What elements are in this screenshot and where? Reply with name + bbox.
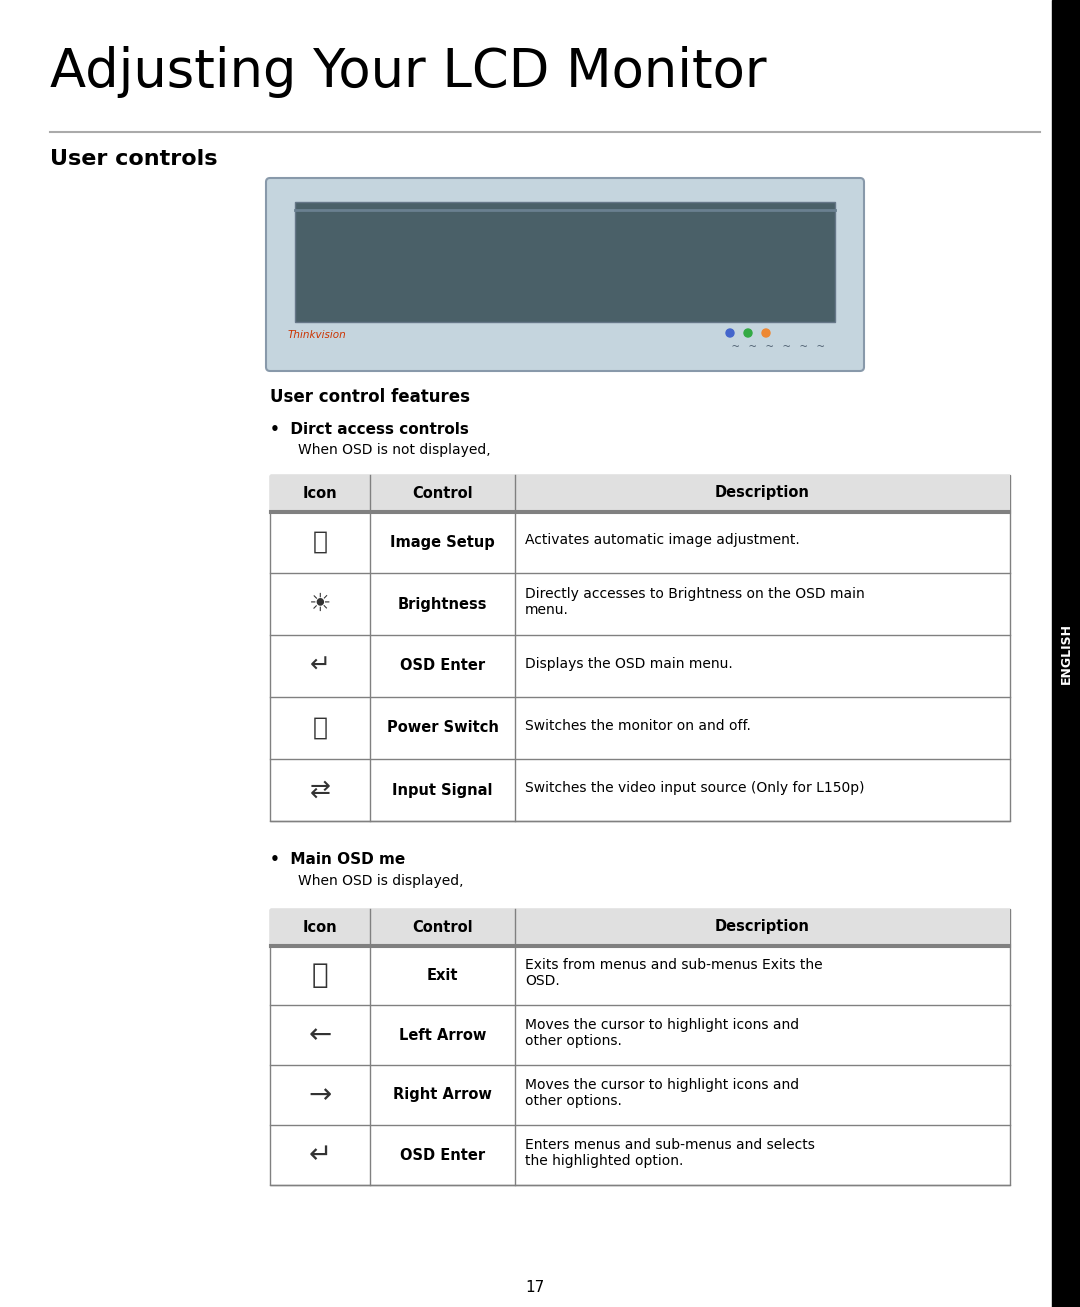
Text: Image Setup: Image Setup xyxy=(390,535,495,549)
Bar xyxy=(270,908,1010,1185)
FancyBboxPatch shape xyxy=(266,178,864,371)
Text: ⧉: ⧉ xyxy=(312,961,328,989)
Bar xyxy=(295,203,835,322)
Text: Activates automatic image adjustment.: Activates automatic image adjustment. xyxy=(525,533,800,548)
Text: ~: ~ xyxy=(748,341,756,353)
Text: ENGLISH: ENGLISH xyxy=(1059,623,1072,684)
Text: Enters menus and sub-menus and selects
the highlighted option.: Enters menus and sub-menus and selects t… xyxy=(525,1138,815,1168)
Text: OSD Enter: OSD Enter xyxy=(400,659,485,673)
Text: Adjusting Your LCD Monitor: Adjusting Your LCD Monitor xyxy=(50,46,767,98)
Text: →: → xyxy=(309,1081,332,1110)
Text: Directly accesses to Brightness on the OSD main
menu.: Directly accesses to Brightness on the O… xyxy=(525,587,865,617)
Text: Thinkvision: Thinkvision xyxy=(288,329,347,340)
Text: •  Dirct access controls: • Dirct access controls xyxy=(270,421,469,437)
Text: 🗂: 🗂 xyxy=(312,531,327,554)
Text: Brightness: Brightness xyxy=(397,596,487,612)
Text: Description: Description xyxy=(715,920,810,935)
Text: Right Arrow: Right Arrow xyxy=(393,1087,491,1103)
Bar xyxy=(270,474,1010,821)
Text: ⏻: ⏻ xyxy=(312,716,327,740)
Text: Exits from menus and sub-menus Exits the
OSD.: Exits from menus and sub-menus Exits the… xyxy=(525,958,823,988)
Text: Left Arrow: Left Arrow xyxy=(399,1027,486,1043)
Text: OSD Enter: OSD Enter xyxy=(400,1148,485,1162)
Text: Icon: Icon xyxy=(302,920,337,935)
Text: ~: ~ xyxy=(816,341,824,353)
Text: ~: ~ xyxy=(766,341,773,353)
Text: Switches the monitor on and off.: Switches the monitor on and off. xyxy=(525,719,751,733)
Text: Exit: Exit xyxy=(427,967,458,983)
Text: When OSD is not displayed,: When OSD is not displayed, xyxy=(298,443,490,457)
Text: ←: ← xyxy=(309,1021,332,1050)
Text: Moves the cursor to highlight icons and
other options.: Moves the cursor to highlight icons and … xyxy=(525,1078,799,1108)
Bar xyxy=(1052,0,1080,1307)
Circle shape xyxy=(744,329,752,337)
Text: ☀: ☀ xyxy=(309,592,332,616)
Text: Input Signal: Input Signal xyxy=(392,783,492,797)
Text: 17: 17 xyxy=(525,1280,544,1294)
Bar xyxy=(270,474,1010,511)
Text: ~: ~ xyxy=(731,341,739,353)
Text: •  Main OSD me: • Main OSD me xyxy=(270,851,405,867)
Text: User control features: User control features xyxy=(270,388,470,406)
Text: Switches the video input source (Only for L150p): Switches the video input source (Only fo… xyxy=(525,782,864,795)
Text: ~: ~ xyxy=(782,341,789,353)
Text: Moves the cursor to highlight icons and
other options.: Moves the cursor to highlight icons and … xyxy=(525,1018,799,1048)
Text: Control: Control xyxy=(413,485,473,501)
Circle shape xyxy=(726,329,734,337)
Text: Power Switch: Power Switch xyxy=(387,720,499,736)
Text: Displays the OSD main menu.: Displays the OSD main menu. xyxy=(525,657,732,670)
Circle shape xyxy=(762,329,770,337)
Text: Description: Description xyxy=(715,485,810,501)
Text: Control: Control xyxy=(413,920,473,935)
Bar xyxy=(270,908,1010,945)
Text: ↵: ↵ xyxy=(309,1141,332,1168)
Text: When OSD is displayed,: When OSD is displayed, xyxy=(298,874,463,887)
Text: ⇄: ⇄ xyxy=(310,778,330,802)
Text: User controls: User controls xyxy=(50,149,217,169)
Text: ~: ~ xyxy=(799,341,807,353)
Text: Icon: Icon xyxy=(302,485,337,501)
Text: ↵: ↵ xyxy=(310,654,330,678)
